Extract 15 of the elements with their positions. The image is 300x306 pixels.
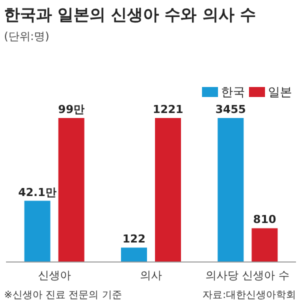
data-label: 122 (122, 232, 146, 246)
data-label: 3455 (215, 103, 246, 116)
x-tick-label: 의사당 신생아 수 (206, 269, 290, 282)
legend-label: 한국 (221, 85, 245, 99)
legend-label: 일본 (268, 85, 292, 99)
data-label: 810 (253, 213, 276, 226)
chart-subtitle: (단위:명) (4, 30, 50, 43)
x-tick-label: 의사 (140, 269, 162, 282)
text: 자료:대한신생아학회 (202, 290, 296, 301)
data-label: 1221 (152, 103, 184, 116)
data-label: 99만 (58, 103, 84, 116)
data-label: 42.1만 (18, 186, 56, 199)
text: 한국과 일본의 신생아 수와 의사 수 (4, 5, 256, 24)
text: ※신생아 진료 전문의 기준 (4, 290, 122, 301)
x-tick-label: 신생아 (38, 269, 71, 282)
